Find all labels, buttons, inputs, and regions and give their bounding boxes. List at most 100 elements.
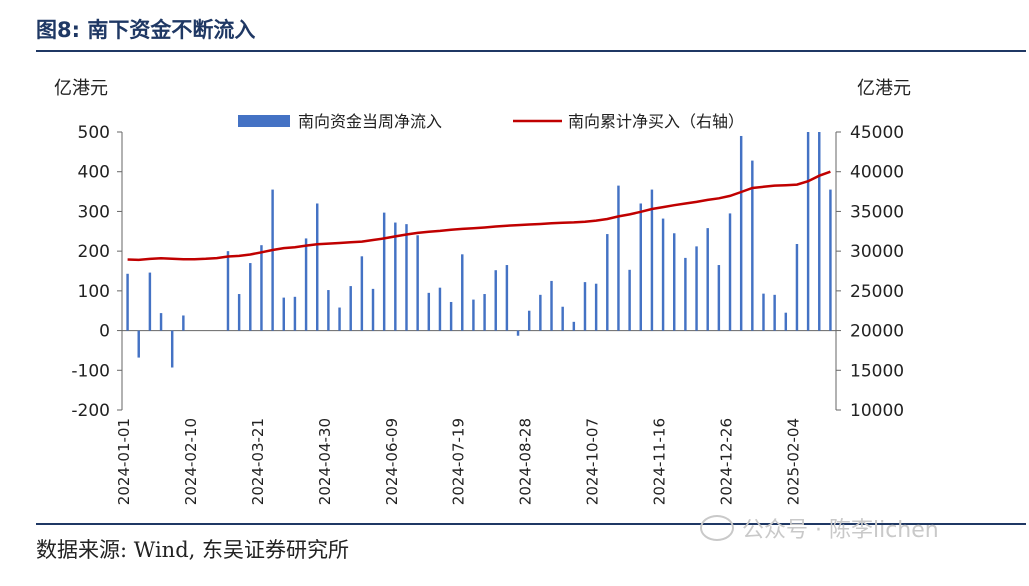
y-left-tick-label: 300 — [78, 202, 110, 222]
weekly-inflow-bar — [784, 312, 788, 331]
y-left-tick-label: 0 — [99, 322, 110, 342]
weekly-inflow-bar — [583, 282, 587, 331]
weekly-inflow-bar — [461, 254, 464, 331]
cumulative-net-buy-line — [127, 170, 831, 262]
y-right-tick-label: 45000 — [850, 123, 904, 143]
y-right-tick-label: 40000 — [850, 163, 904, 183]
weekly-inflow-bar — [159, 313, 163, 331]
weekly-inflow-bar — [405, 224, 408, 331]
weekly-inflow-bar — [550, 280, 553, 331]
weekly-inflow-bar — [505, 265, 509, 331]
x-tick-label: 2024-01-01 — [115, 418, 133, 505]
y-left-tick-label: 100 — [78, 282, 110, 302]
weekly-inflow-bar — [226, 251, 230, 331]
x-tick-label: 2024-10-07 — [584, 418, 602, 505]
weekly-inflow-bar — [695, 246, 698, 331]
weekly-inflow-bar — [639, 203, 642, 331]
weekly-inflow-bar — [806, 132, 810, 331]
weekly-inflow-bar — [382, 212, 386, 331]
weekly-inflow-bar — [282, 297, 285, 331]
weekly-inflow-bar — [304, 238, 308, 331]
weekly-inflow-bar — [182, 315, 185, 331]
weekly-inflow-bar — [170, 330, 174, 368]
watermark: 公众号 · 陈李lichen — [700, 512, 939, 544]
weekly-inflow-bar — [483, 294, 486, 331]
weekly-inflow-bar — [739, 135, 743, 331]
x-tick-label: 2024-11-16 — [651, 418, 669, 505]
weekly-inflow-bar — [527, 310, 531, 331]
source-note: 数据来源: Wind, 东吴证券研究所 — [36, 538, 349, 562]
x-tick-label: 2025-02-04 — [784, 418, 802, 505]
weekly-inflow-bar — [126, 273, 129, 331]
y-right-tick-label: 20000 — [850, 322, 904, 342]
footer-rule — [36, 523, 1026, 525]
y-right-tick-label: 15000 — [850, 361, 904, 381]
weekly-inflow-bar — [327, 290, 330, 331]
watermark-text: 公众号 · 陈李lichen — [742, 518, 939, 543]
weekly-inflow-bar — [728, 213, 732, 331]
weekly-inflow-bar — [751, 160, 754, 331]
weekly-inflow-bar — [349, 286, 352, 331]
y-right-axis-label: 亿港元 — [857, 78, 911, 99]
weekly-inflow-bar — [661, 218, 665, 331]
weekly-inflow-bar — [449, 301, 453, 331]
y-right-tick-label: 10000 — [850, 401, 904, 421]
weekly-inflow-bar — [472, 299, 475, 331]
weekly-inflow-bar — [148, 272, 152, 331]
weekly-inflow-bar — [271, 189, 274, 331]
chart-title: 图8: 南下资金不断流入 — [36, 18, 256, 42]
weekly-inflow-bar — [594, 283, 598, 331]
weekly-inflow-bar — [650, 189, 654, 331]
y-left-tick-label: 500 — [78, 123, 110, 143]
y-left-axis-label: 亿港元 — [54, 78, 108, 99]
weekly-inflow-bar — [316, 203, 319, 331]
weekly-inflow-bar — [260, 245, 263, 331]
weekly-inflow-bar — [438, 287, 442, 331]
weekly-inflow-bar — [684, 257, 687, 331]
weekly-inflow-bar — [717, 265, 721, 331]
legend-bar-swatch — [238, 115, 290, 127]
wechat-icon — [700, 515, 734, 541]
x-tick-label: 2024-07-19 — [450, 418, 468, 505]
weekly-inflow-bar — [338, 307, 341, 331]
weekly-inflow-bar — [360, 256, 364, 331]
x-tick-label: 2024-04-30 — [316, 418, 334, 505]
weekly-inflow-bar — [137, 330, 140, 358]
weekly-inflow-bar — [427, 292, 431, 331]
x-tick-label: 2024-03-21 — [249, 418, 267, 505]
weekly-inflow-bar — [416, 235, 419, 331]
y-left-tick-label: -100 — [71, 361, 110, 381]
weekly-inflow-bar — [706, 228, 709, 331]
x-tick-label: 2024-06-09 — [383, 418, 401, 505]
weekly-inflow-bar — [572, 321, 576, 331]
weekly-inflow-bar — [795, 243, 799, 331]
weekly-inflow-bar — [293, 296, 297, 331]
legend-bar-label: 南向资金当周净流入 — [298, 112, 442, 131]
x-tick-label: 2024-02-10 — [182, 418, 200, 505]
weekly-inflow-bar — [494, 270, 497, 331]
y-right-tick-label: 30000 — [850, 242, 904, 262]
weekly-inflow-bar — [237, 294, 241, 331]
weekly-inflow-bar — [617, 185, 620, 331]
y-right-tick-label: 35000 — [850, 202, 904, 222]
weekly-inflow-bar — [606, 234, 609, 331]
weekly-inflow-bar — [673, 233, 676, 331]
weekly-inflow-bar — [371, 288, 375, 331]
x-tick-label: 2024-08-28 — [517, 418, 535, 505]
y-left-tick-label: 200 — [78, 242, 110, 262]
weekly-inflow-bar — [516, 330, 520, 336]
weekly-inflow-bar — [773, 294, 776, 331]
weekly-inflow-bar — [829, 189, 832, 331]
weekly-inflow-bar — [539, 294, 542, 331]
weekly-inflow-bar — [762, 293, 765, 331]
chart: 亿港元 亿港元 南向资金当周净流入 南向累计净买入（右轴） 500 400 300 2… — [54, 78, 911, 505]
x-tick-label: 2024-12-26 — [717, 418, 735, 505]
legend: 南向资金当周净流入 南向累计净买入（右轴） — [238, 112, 744, 131]
title-rule — [36, 50, 1026, 52]
weekly-inflow-bar — [249, 263, 252, 331]
legend-line-label: 南向累计净买入（右轴） — [568, 112, 744, 131]
y-right-tick-label: 25000 — [850, 282, 904, 302]
y-left-tick-label: 400 — [78, 163, 110, 183]
weekly-inflow-bar — [394, 222, 397, 331]
y-left-tick-label: -200 — [71, 401, 110, 421]
